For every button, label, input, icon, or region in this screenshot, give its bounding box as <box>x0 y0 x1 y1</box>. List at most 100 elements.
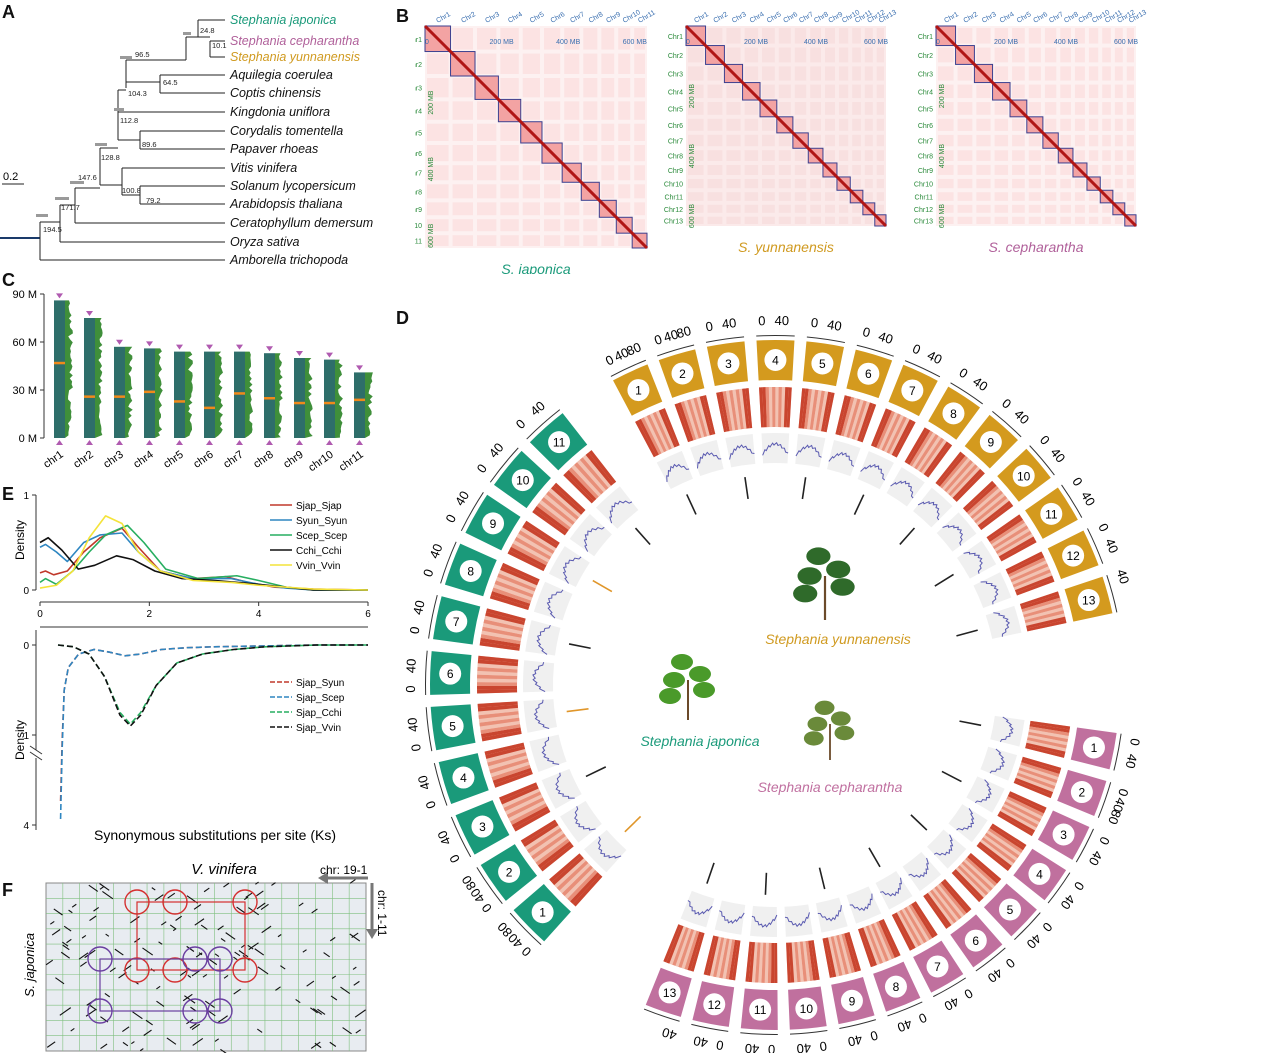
scale-label: 40 <box>1048 445 1069 466</box>
plant-leaf <box>659 688 681 704</box>
taxon-label: Stephania yunnanensis <box>230 50 360 64</box>
chr-number: 13 <box>663 986 677 1000</box>
hic-offdiag-block <box>995 102 1008 115</box>
hic-offdiag-block <box>1127 102 1134 115</box>
hic-offdiag-block <box>1127 66 1134 80</box>
hic-offdiag-block <box>1075 119 1085 131</box>
hic-offdiag-block <box>779 48 791 63</box>
hic-offdiag-block <box>839 205 848 213</box>
line-track-bg <box>690 440 724 476</box>
centromere-mark <box>84 395 95 398</box>
taxon-label: Oryza sativa <box>230 235 300 249</box>
hic-offdiag-block <box>708 205 723 213</box>
hic-offdiag-block <box>762 217 775 224</box>
hic-offdiag-block <box>688 48 704 63</box>
hic-offdiag-block <box>795 205 806 213</box>
hic-offdiag-block <box>634 124 645 141</box>
scale-label: 0 <box>513 416 529 432</box>
hic-offdiag-block <box>1075 205 1085 213</box>
scale-label: 0 <box>446 852 463 866</box>
hic-offdiag-block <box>825 119 835 131</box>
hic-offdiag-block <box>852 179 861 188</box>
hic-offdiag-block <box>583 54 597 74</box>
node-age-label: 104.3 <box>128 89 147 98</box>
hic-axis-left-label: 600 MB <box>428 223 435 247</box>
hic-offdiag-block <box>726 165 740 175</box>
hic-offdiag-block <box>726 48 740 63</box>
hic-axis-left-label: 400 MB <box>939 144 946 168</box>
scale-label: 0 <box>1037 432 1053 447</box>
hic-offdiag-block <box>1075 150 1085 161</box>
chr-number: 3 <box>725 357 732 371</box>
y-tick-label: 0 <box>23 641 29 652</box>
dotplot-title: V. vinifera <box>191 861 257 878</box>
hic-left-chr-label: Chr10 <box>664 182 683 189</box>
node-age-label: 128.8 <box>101 153 120 162</box>
hic-offdiag-block <box>762 150 775 161</box>
y-tick-label: 60 M <box>13 337 37 349</box>
hic-offdiag-block <box>1102 28 1111 44</box>
chr-label: chr1 <box>41 449 65 471</box>
gene-density-track <box>335 360 343 438</box>
hic-offdiag-block <box>544 78 560 97</box>
line-track-bg <box>966 776 1004 812</box>
hic-offdiag-block <box>1029 48 1041 63</box>
hic-offdiag-block <box>958 205 973 213</box>
hic-axis-top-label: 600 MB <box>864 39 888 46</box>
scale-ring <box>706 336 744 342</box>
hic-left-chr-label: Chr5 <box>918 106 933 113</box>
scale-label: 0 <box>408 743 424 753</box>
scale-label: 0 <box>999 395 1014 411</box>
chromosome-bar <box>234 352 245 438</box>
hic-offdiag-block <box>601 235 614 246</box>
hic-offdiag-block <box>995 165 1008 175</box>
hic-offdiag-block <box>976 205 990 213</box>
scale-label: 40 <box>774 313 789 328</box>
hic-offdiag-block <box>601 28 614 50</box>
chr-number: 8 <box>467 564 474 578</box>
hic-offdiag-block <box>779 150 791 161</box>
synteny-tick <box>593 581 612 592</box>
telomere-top <box>176 345 183 350</box>
hic-offdiag-block <box>810 165 821 175</box>
hic-offdiag-block <box>762 165 775 175</box>
hic-offdiag-block <box>839 102 848 115</box>
hic-offdiag-block <box>634 78 645 97</box>
plant-leaf <box>689 666 711 682</box>
chr-label: chr2 <box>71 449 95 471</box>
telomere-bottom <box>296 440 303 445</box>
chr-number: 13 <box>1082 594 1096 608</box>
x-tick-label: 6 <box>365 609 371 620</box>
hic-left-chr-label: Chr6 <box>415 151 422 158</box>
taxon-label: Papaver rhoeas <box>230 142 318 156</box>
hic-top-chr-label: Chr4 <box>749 11 766 25</box>
hic-offdiag-block <box>1115 135 1123 146</box>
hic-offdiag-block <box>1089 150 1098 161</box>
hic-left-chr-label: Chr7 <box>668 139 683 146</box>
gene-density-track <box>155 348 163 438</box>
line-track-bg <box>523 660 554 692</box>
hic-species-label: S. cepharantha <box>989 239 1084 255</box>
hic-offdiag-block <box>1012 217 1025 224</box>
synteny-tick <box>569 644 591 648</box>
synteny-tick <box>625 816 641 831</box>
scale-label: 40 <box>796 1040 812 1053</box>
hic-offdiag-block <box>958 66 973 80</box>
hic-top-chr-label: Chr5 <box>766 11 783 25</box>
hic-offdiag-block <box>810 48 821 63</box>
chr-number: 1 <box>635 384 642 398</box>
plant-cepharantha <box>804 701 854 760</box>
hic-axis-top-label: 200 MB <box>994 39 1018 46</box>
hic-offdiag-block <box>877 48 884 63</box>
hic-offdiag-block <box>500 124 518 141</box>
hic-left-chr-label: Chr4 <box>918 89 933 96</box>
scale-label: 0 <box>861 324 872 340</box>
synteny-tick <box>635 528 650 544</box>
hic-left-chr-label: Chr13 <box>664 218 683 225</box>
scale-label: 40 <box>877 328 895 347</box>
hic-offdiag-block <box>618 101 630 119</box>
hic-offdiag-block <box>1045 192 1056 201</box>
plant-leaf <box>831 711 851 725</box>
hic-offdiag-block <box>745 135 758 146</box>
telomere-bottom <box>326 440 333 445</box>
